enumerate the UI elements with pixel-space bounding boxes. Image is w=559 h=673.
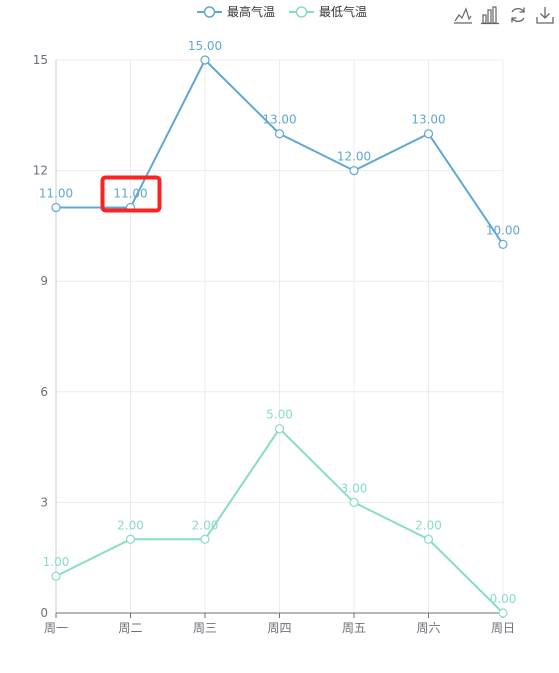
- legend-marker: [203, 6, 216, 18]
- x-tick-label: 周一: [44, 621, 68, 635]
- legend-item-2[interactable]: 最低气温: [289, 4, 367, 19]
- data-point: [274, 424, 285, 434]
- data-point: [274, 129, 285, 139]
- data-label: 12.00: [337, 150, 371, 164]
- data-label: 2.00: [415, 518, 442, 532]
- y-tick-label: 9: [40, 274, 48, 288]
- y-tick-label: 15: [33, 53, 48, 67]
- data-label: 15.00: [188, 39, 222, 53]
- y-tick-label: 3: [40, 495, 48, 509]
- data-point: [423, 129, 434, 139]
- axes: 0 3 6 9 12 15 周一 周二 周三 周四 周五 周六 周日: [33, 53, 515, 635]
- data-point: [423, 534, 434, 544]
- legend-item-1[interactable]: 最高气温: [197, 4, 275, 19]
- x-tick-label: 周六: [416, 621, 440, 635]
- x-tick-label: 周日: [491, 621, 515, 635]
- data-labels: 11.00 11.00 15.00 13.00 12.00 13.00 10.00 1.00 2…: [39, 39, 520, 606]
- toolbox: [454, 6, 554, 25]
- data-point: [51, 202, 61, 213]
- x-tick-label: 周三: [193, 621, 217, 635]
- data-label: 10.00: [486, 223, 520, 237]
- x-tick-label: 周四: [267, 621, 291, 635]
- data-point: [125, 534, 136, 544]
- data-label: 11.00: [113, 186, 147, 200]
- legend-marker: [295, 6, 308, 18]
- y-tick-label: 0: [40, 606, 48, 620]
- x-tick-label: 周五: [342, 621, 366, 635]
- y-tick-label: 6: [40, 385, 48, 399]
- data-point: [498, 608, 508, 618]
- series-layer: [51, 55, 508, 618]
- download-icon[interactable]: [536, 6, 554, 24]
- legend-label: 最低气温: [319, 4, 367, 19]
- bar-chart-icon[interactable]: [481, 6, 499, 25]
- data-label: 3.00: [341, 481, 368, 495]
- data-point: [349, 497, 359, 507]
- highlight-box: [100, 175, 162, 213]
- line-chart-icon[interactable]: [454, 6, 472, 24]
- refresh-icon[interactable]: [509, 6, 527, 24]
- x-tick-label: 周二: [118, 621, 142, 635]
- data-label: 13.00: [262, 113, 296, 127]
- data-label: 5.00: [266, 408, 293, 422]
- data-label: 2.00: [192, 518, 219, 532]
- data-label: 2.00: [117, 518, 144, 532]
- data-label: 0.00: [490, 592, 517, 606]
- data-point: [200, 534, 210, 544]
- legend: 最高气温 最低气温: [197, 4, 367, 19]
- data-point: [498, 239, 508, 249]
- legend-label: 最高气温: [227, 4, 275, 19]
- data-label: 1.00: [43, 555, 70, 569]
- data-point: [51, 571, 61, 581]
- data-label: 11.00: [39, 186, 73, 200]
- y-tick-label: 12: [33, 164, 48, 178]
- data-point: [200, 55, 210, 65]
- data-point: [349, 166, 359, 176]
- data-label: 13.00: [411, 113, 445, 127]
